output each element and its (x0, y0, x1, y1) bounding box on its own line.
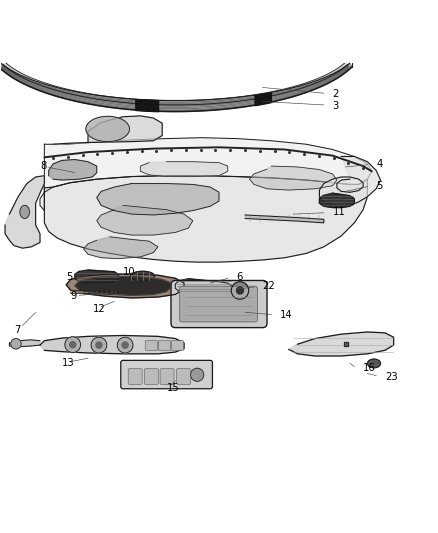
FancyBboxPatch shape (128, 369, 142, 384)
FancyBboxPatch shape (145, 369, 158, 384)
FancyBboxPatch shape (177, 369, 191, 384)
Polygon shape (53, 116, 162, 144)
Circle shape (96, 342, 102, 348)
FancyBboxPatch shape (158, 341, 170, 350)
Circle shape (65, 337, 81, 352)
FancyBboxPatch shape (121, 360, 212, 389)
Text: 2: 2 (332, 89, 339, 99)
Polygon shape (84, 237, 158, 259)
Polygon shape (40, 138, 372, 211)
Text: 15: 15 (166, 383, 179, 393)
Polygon shape (0, 63, 352, 111)
Ellipse shape (86, 116, 130, 142)
Polygon shape (319, 157, 381, 206)
Polygon shape (289, 332, 394, 356)
Polygon shape (49, 159, 97, 180)
Polygon shape (319, 193, 354, 207)
Text: 3: 3 (332, 101, 339, 111)
FancyBboxPatch shape (171, 280, 267, 328)
Ellipse shape (367, 359, 381, 368)
Text: 23: 23 (385, 372, 398, 382)
FancyBboxPatch shape (160, 369, 174, 384)
Text: 4: 4 (376, 159, 382, 169)
Text: 16: 16 (363, 363, 376, 373)
Text: 14: 14 (280, 310, 293, 320)
Polygon shape (44, 176, 367, 262)
Ellipse shape (131, 271, 155, 281)
Polygon shape (245, 215, 324, 223)
Text: 11: 11 (332, 207, 345, 217)
FancyBboxPatch shape (171, 341, 184, 350)
Circle shape (237, 287, 244, 294)
Polygon shape (250, 166, 337, 190)
Circle shape (91, 337, 107, 353)
Polygon shape (97, 183, 219, 215)
Text: 9: 9 (71, 291, 77, 301)
Circle shape (231, 282, 249, 299)
Polygon shape (5, 176, 44, 248)
Polygon shape (75, 277, 171, 295)
Text: 7: 7 (14, 325, 20, 335)
Circle shape (117, 337, 133, 353)
Polygon shape (75, 270, 119, 283)
Polygon shape (71, 290, 119, 294)
Polygon shape (40, 335, 184, 354)
Text: 10: 10 (123, 266, 136, 277)
Ellipse shape (20, 205, 29, 219)
Circle shape (11, 338, 21, 349)
FancyBboxPatch shape (180, 286, 258, 322)
Text: 12: 12 (92, 304, 105, 314)
FancyBboxPatch shape (145, 341, 157, 350)
Polygon shape (97, 205, 193, 235)
Text: 5: 5 (66, 272, 73, 282)
Circle shape (70, 342, 76, 348)
Text: 5: 5 (376, 181, 382, 191)
Circle shape (191, 368, 204, 381)
Circle shape (122, 342, 128, 348)
Polygon shape (66, 274, 184, 298)
Polygon shape (10, 340, 40, 347)
Polygon shape (175, 279, 232, 294)
Text: 22: 22 (263, 281, 276, 291)
Text: 6: 6 (237, 272, 243, 282)
Polygon shape (3, 63, 348, 105)
Polygon shape (141, 161, 228, 176)
Text: 13: 13 (62, 358, 74, 368)
Text: 8: 8 (40, 161, 46, 171)
